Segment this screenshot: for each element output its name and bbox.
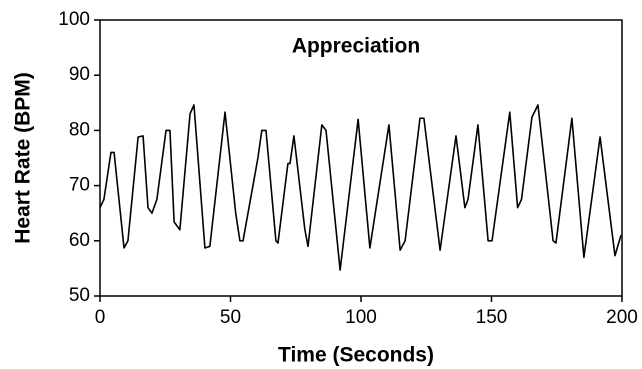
x-tick-label: 0: [95, 307, 106, 328]
x-tick-label: 150: [476, 307, 508, 328]
x-tick-label: 200: [606, 307, 638, 328]
y-axis-label: Heart Rate (BPM): [12, 72, 35, 244]
x-tick-label: 50: [220, 307, 241, 328]
y-tick-label: 60: [69, 230, 90, 251]
y-tick-label: 70: [69, 175, 90, 196]
chart-title: Appreciation: [292, 35, 420, 58]
x-axis-label: Time (Seconds): [278, 344, 434, 367]
y-tick-label: 100: [58, 9, 90, 30]
y-tick-label: 80: [69, 119, 90, 140]
x-tick-label: 100: [345, 307, 377, 328]
y-tick-label: 50: [69, 285, 90, 306]
y-tick-label: 90: [69, 64, 90, 85]
line-series: [99, 104, 622, 271]
